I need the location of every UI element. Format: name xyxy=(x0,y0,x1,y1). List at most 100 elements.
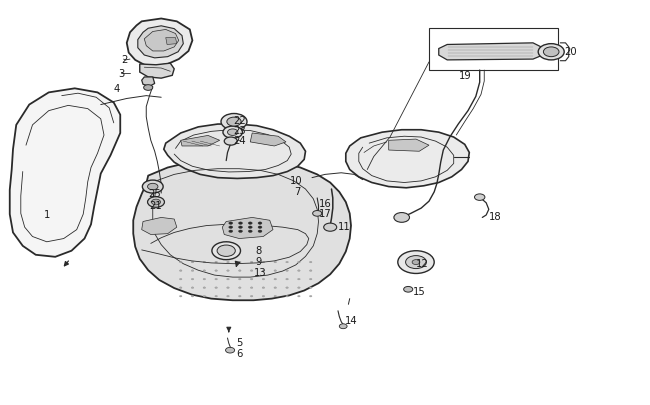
Circle shape xyxy=(274,296,276,297)
Polygon shape xyxy=(389,140,429,152)
Polygon shape xyxy=(138,27,183,59)
Circle shape xyxy=(203,270,205,272)
Circle shape xyxy=(274,279,276,280)
Circle shape xyxy=(191,279,194,280)
Polygon shape xyxy=(140,64,174,79)
Polygon shape xyxy=(439,44,543,61)
Circle shape xyxy=(250,270,253,272)
Text: 10: 10 xyxy=(289,175,302,185)
Circle shape xyxy=(227,287,229,289)
Circle shape xyxy=(179,279,182,280)
Circle shape xyxy=(179,270,182,272)
Circle shape xyxy=(398,251,434,274)
Circle shape xyxy=(239,279,241,280)
Circle shape xyxy=(229,230,233,233)
Circle shape xyxy=(221,114,247,130)
Circle shape xyxy=(250,262,253,263)
Circle shape xyxy=(309,287,312,289)
Circle shape xyxy=(258,226,262,229)
Text: 21: 21 xyxy=(150,201,162,211)
Text: 9: 9 xyxy=(255,256,262,266)
Circle shape xyxy=(394,213,410,223)
Circle shape xyxy=(309,270,312,272)
Polygon shape xyxy=(144,30,179,52)
Circle shape xyxy=(239,262,241,263)
Circle shape xyxy=(191,296,194,297)
Circle shape xyxy=(142,181,163,194)
Polygon shape xyxy=(10,89,120,257)
Circle shape xyxy=(215,296,218,297)
Circle shape xyxy=(298,270,300,272)
Circle shape xyxy=(239,296,241,297)
Polygon shape xyxy=(142,218,177,235)
Circle shape xyxy=(191,270,194,272)
Circle shape xyxy=(179,262,182,263)
Text: 14: 14 xyxy=(344,315,358,325)
Text: 23: 23 xyxy=(233,126,246,135)
Circle shape xyxy=(239,226,242,229)
Polygon shape xyxy=(222,218,273,239)
Circle shape xyxy=(298,279,300,280)
Text: 13: 13 xyxy=(254,267,266,277)
Circle shape xyxy=(286,296,289,297)
Circle shape xyxy=(250,287,253,289)
Text: 16: 16 xyxy=(318,198,332,208)
Text: 11: 11 xyxy=(338,221,351,231)
Circle shape xyxy=(309,279,312,280)
Circle shape xyxy=(262,262,265,263)
Circle shape xyxy=(406,256,426,269)
Circle shape xyxy=(274,287,276,289)
Circle shape xyxy=(215,270,218,272)
Circle shape xyxy=(239,270,241,272)
Circle shape xyxy=(224,138,237,146)
Circle shape xyxy=(151,200,161,205)
Circle shape xyxy=(474,194,485,201)
Text: 1: 1 xyxy=(44,210,50,220)
Circle shape xyxy=(227,279,229,280)
Text: 15: 15 xyxy=(413,286,426,296)
Text: 25: 25 xyxy=(148,189,161,198)
Polygon shape xyxy=(181,136,220,147)
Circle shape xyxy=(286,287,289,289)
Circle shape xyxy=(324,224,337,232)
Circle shape xyxy=(144,85,153,91)
Polygon shape xyxy=(250,134,286,147)
Text: 8: 8 xyxy=(255,245,262,255)
Circle shape xyxy=(239,230,242,233)
Circle shape xyxy=(229,226,233,229)
Circle shape xyxy=(248,222,252,225)
Circle shape xyxy=(298,287,300,289)
Circle shape xyxy=(298,262,300,263)
Polygon shape xyxy=(164,125,306,179)
Circle shape xyxy=(404,287,413,292)
Circle shape xyxy=(258,222,262,225)
Circle shape xyxy=(412,260,420,265)
Circle shape xyxy=(309,262,312,263)
Circle shape xyxy=(262,296,265,297)
Circle shape xyxy=(226,347,235,353)
Circle shape xyxy=(215,279,218,280)
Circle shape xyxy=(179,287,182,289)
Circle shape xyxy=(191,262,194,263)
Circle shape xyxy=(203,296,205,297)
Text: 4: 4 xyxy=(114,83,120,93)
Circle shape xyxy=(179,296,182,297)
Circle shape xyxy=(148,184,158,190)
Circle shape xyxy=(212,242,240,260)
Circle shape xyxy=(274,270,276,272)
Circle shape xyxy=(229,222,233,225)
Text: 22: 22 xyxy=(233,116,246,126)
Circle shape xyxy=(274,262,276,263)
Circle shape xyxy=(313,211,322,217)
Circle shape xyxy=(286,262,289,263)
Text: 3: 3 xyxy=(118,69,124,79)
Circle shape xyxy=(248,230,252,233)
Text: 5: 5 xyxy=(236,337,242,347)
Text: 19: 19 xyxy=(458,71,471,81)
Circle shape xyxy=(203,287,205,289)
Circle shape xyxy=(223,127,242,139)
Circle shape xyxy=(262,270,265,272)
Text: 20: 20 xyxy=(564,47,577,57)
Circle shape xyxy=(203,262,205,263)
Circle shape xyxy=(538,45,564,61)
